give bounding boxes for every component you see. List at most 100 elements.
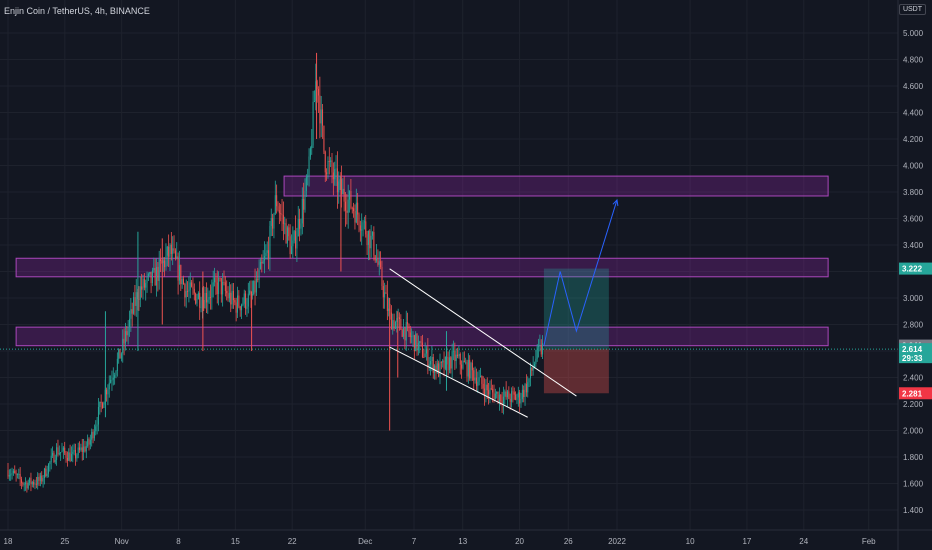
candle-body: [489, 388, 491, 395]
candle-body: [158, 259, 160, 281]
candle-body: [15, 473, 17, 475]
candle-body: [338, 181, 340, 193]
price-axis-label: 1.800: [903, 453, 924, 462]
candle-body: [496, 391, 498, 394]
candle-body: [230, 292, 232, 305]
candle-body: [196, 298, 198, 304]
candle-body: [91, 431, 93, 440]
candle-body: [43, 468, 45, 479]
candle-body: [440, 361, 442, 363]
candle-body: [320, 109, 322, 124]
candle-body: [365, 221, 367, 235]
candle-body: [342, 188, 344, 195]
candle-body: [304, 190, 306, 210]
candle-body: [153, 267, 155, 271]
candle-body: [282, 215, 284, 224]
drawings: [0, 198, 898, 418]
candle-body: [374, 255, 376, 261]
candle-body: [207, 299, 209, 303]
candle-body: [322, 109, 324, 126]
candle-body: [355, 202, 357, 223]
candle-body: [335, 168, 337, 170]
candle-body: [494, 393, 496, 400]
long-position-tool[interactable]: [543, 268, 609, 394]
candle-body: [46, 473, 48, 477]
candle-body: [405, 322, 407, 341]
candle-body: [210, 296, 211, 298]
candle-body: [481, 375, 483, 384]
candle-body: [281, 213, 283, 216]
candle-body: [97, 407, 99, 425]
candle-body: [473, 370, 475, 381]
current-price-value: 2.614: [902, 345, 923, 354]
candle-body: [126, 331, 128, 336]
candle-body: [471, 362, 473, 371]
candle-body: [477, 381, 479, 386]
candle-body: [366, 234, 368, 245]
candle-body: [434, 365, 436, 373]
time-axis-label: 10: [686, 537, 695, 546]
candle-body: [81, 447, 83, 453]
candle-body: [22, 482, 24, 485]
quote-currency-badge[interactable]: USDT: [898, 4, 926, 15]
candle-body: [39, 475, 41, 481]
candle-body: [269, 225, 271, 259]
candle-body: [45, 468, 47, 477]
wedge-trendline: [389, 268, 577, 397]
stop-loss-zone: [543, 349, 609, 394]
candle-body: [170, 244, 172, 254]
candle-body: [401, 329, 403, 337]
candle-body: [255, 279, 257, 293]
candle-body: [154, 267, 156, 286]
candle-body: [376, 258, 378, 261]
candle-body: [492, 389, 494, 393]
candle-body: [34, 483, 36, 485]
candle-body: [54, 459, 56, 463]
candle-body: [373, 232, 375, 256]
candle-body: [330, 160, 332, 162]
candle-body: [18, 473, 20, 475]
candle-body: [529, 367, 531, 379]
candle-body: [178, 265, 180, 281]
candle-body: [79, 447, 81, 450]
candle-body: [516, 397, 518, 400]
candle-body: [521, 389, 523, 399]
candle-body: [61, 450, 63, 453]
candle-body: [427, 348, 429, 367]
time-axis-label: 24: [799, 537, 808, 546]
candle-body: [534, 364, 535, 368]
price-axis-label: 1.400: [903, 506, 924, 515]
candle-body: [114, 375, 116, 378]
candle-body: [285, 223, 287, 244]
candle-body: [169, 244, 171, 257]
candle-body: [361, 229, 363, 231]
candle-body: [339, 179, 341, 182]
candle-body: [220, 278, 222, 295]
candle-body: [143, 278, 145, 288]
candle-body: [149, 271, 151, 275]
candle-body: [323, 125, 325, 152]
candle-body: [25, 482, 27, 485]
candle-body: [35, 483, 37, 485]
candle-body: [60, 452, 62, 454]
candle-body: [420, 341, 422, 343]
candle-body: [100, 401, 102, 404]
current-price-label: [899, 343, 932, 364]
candle-body: [451, 351, 453, 369]
candle-body: [77, 447, 79, 456]
candle-body: [345, 201, 346, 211]
candle-body: [214, 277, 216, 283]
candle-body: [172, 248, 174, 254]
candle-body: [393, 320, 395, 329]
candle-body: [467, 359, 469, 377]
candle-body: [531, 367, 533, 371]
resistance-price-value: 3.222: [902, 265, 923, 274]
candle-body: [351, 207, 353, 209]
candle-body: [222, 281, 224, 295]
candle-body: [41, 475, 43, 482]
candle-body: [407, 322, 409, 325]
candle-body: [112, 377, 114, 380]
candle-body: [277, 206, 279, 211]
candle-body: [474, 377, 476, 381]
